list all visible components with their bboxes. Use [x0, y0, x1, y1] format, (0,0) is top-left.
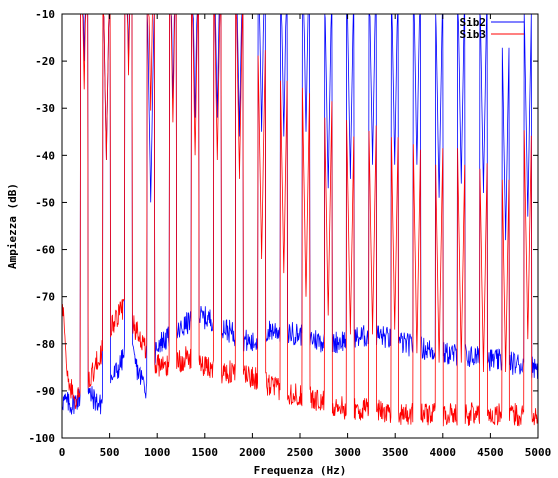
legend-label-sib3: Sib3 [460, 28, 487, 41]
x-tick-label: 5000 [525, 446, 552, 459]
x-tick-label: 3500 [382, 446, 409, 459]
x-axis-label: Frequenza (Hz) [254, 464, 347, 477]
y-tick-label: -40 [35, 149, 55, 162]
x-tick-label: 4500 [477, 446, 504, 459]
y-tick-label: -90 [35, 385, 55, 398]
y-axis-label: Ampiezza (dB) [6, 183, 19, 269]
y-tick-label: -10 [35, 8, 55, 21]
series-layer [61, 13, 539, 427]
plot-frame [61, 13, 539, 439]
x-tick-label: 2500 [287, 446, 314, 459]
x-tick-label: 3000 [334, 446, 361, 459]
legend-label-sib2: Sib2 [460, 16, 487, 29]
y-tick-label: -30 [35, 102, 55, 115]
y-axis: -100 -90 -80 -70 -60 -50 -40 -30 -20 -10 [29, 8, 538, 445]
x-tick-label: 2000 [239, 446, 266, 459]
x-tick-label: 1000 [144, 446, 171, 459]
y-tick-label: -80 [35, 338, 55, 351]
y-tick-label: -70 [35, 291, 55, 304]
y-tick-label: -20 [35, 55, 55, 68]
y-tick-label: -60 [35, 244, 55, 257]
x-tick-label: 4000 [430, 446, 457, 459]
y-tick-label: -50 [35, 196, 55, 209]
y-tick-label: -100 [29, 432, 56, 445]
series-line-sib2 [61, 13, 539, 415]
x-tick-label: 500 [100, 446, 120, 459]
x-tick-label: 1500 [192, 446, 219, 459]
series-line-sib3 [61, 13, 539, 427]
x-tick-label: 0 [59, 446, 66, 459]
x-axis: 0 500 1000 1500 2000 2500 3000 3500 4000 4500 5000 [59, 14, 552, 459]
